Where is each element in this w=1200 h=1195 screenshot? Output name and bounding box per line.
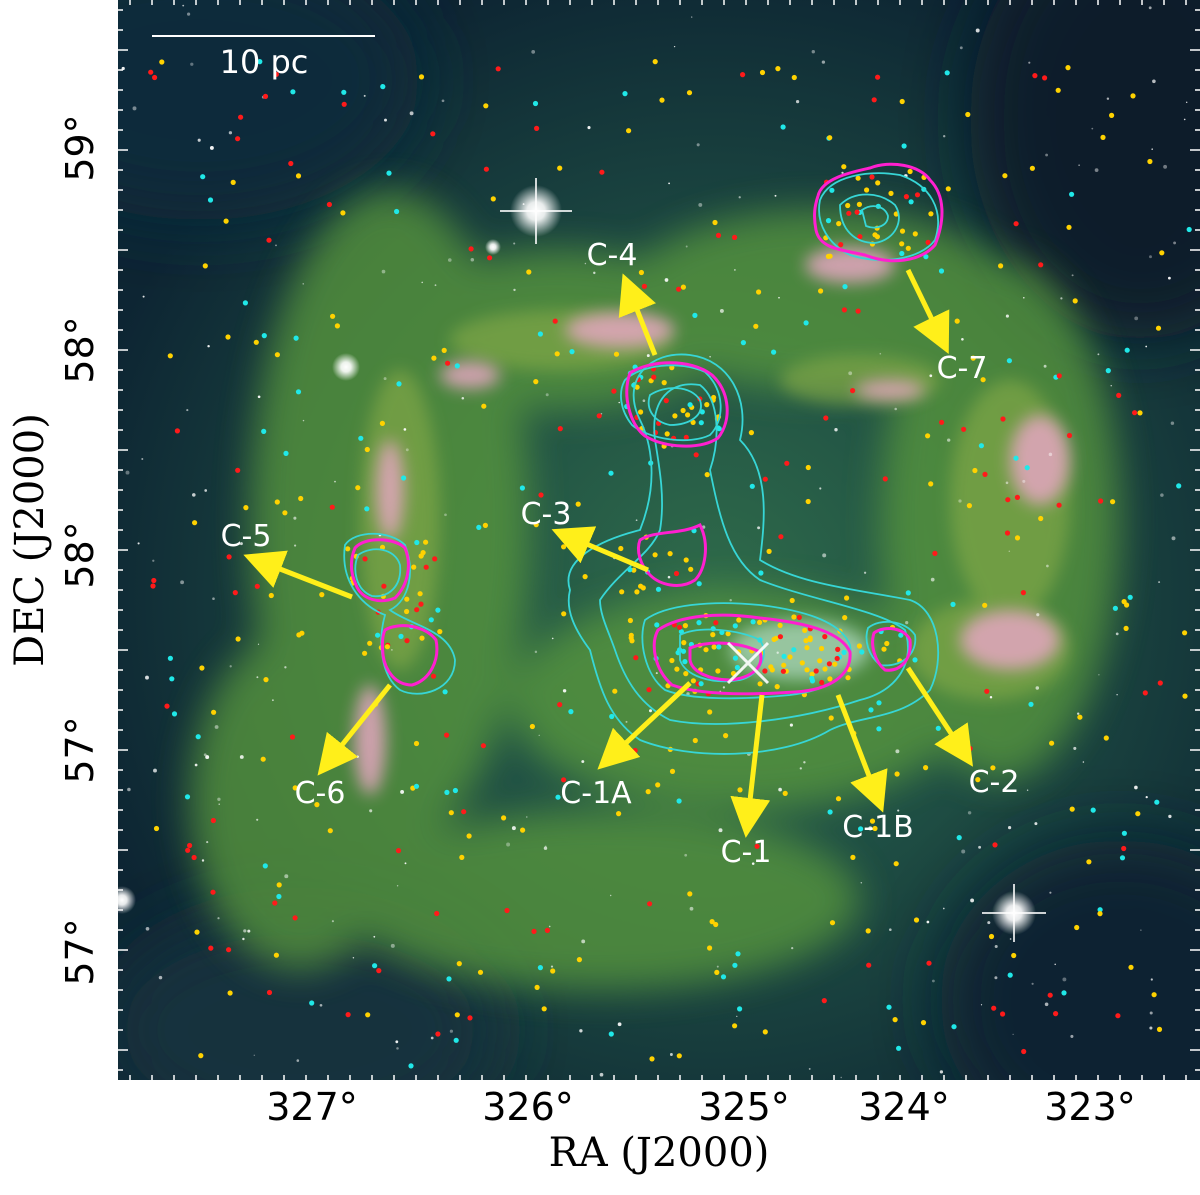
label-c6: C-6 <box>295 776 346 811</box>
arrow-c3 <box>551 526 649 573</box>
bright-stars <box>118 178 1046 942</box>
faint-stars <box>121 4 1188 1079</box>
label-c1b: C-1B <box>842 810 913 845</box>
label-c7: C-7 <box>937 351 988 386</box>
label-c4: C-4 <box>587 238 638 273</box>
y-tick-57-upper: 57° <box>58 716 102 784</box>
arrow-c5 <box>243 550 353 600</box>
y-axis-label: DEC (J2000) <box>7 413 53 667</box>
y-tick-58-upper: 58° <box>58 316 102 384</box>
x-tick-325: 325° <box>698 1085 790 1129</box>
y-tick-59: 59° <box>58 114 102 182</box>
arrow-c6 <box>317 683 392 776</box>
arrow-c1a <box>597 681 692 770</box>
arrow-c2 <box>905 666 973 767</box>
frame-ticks <box>118 0 1200 1080</box>
scale-bar-label: 10 pc <box>220 43 309 81</box>
arrow-c1b <box>835 694 888 813</box>
center-marker <box>726 641 770 685</box>
x-tick-323: 323° <box>1044 1085 1136 1129</box>
label-c1: C-1 <box>721 835 772 870</box>
y-tick-57-lower: 57° <box>58 918 102 986</box>
cluster-arrows <box>243 268 973 838</box>
x-tick-326: 326° <box>482 1085 574 1129</box>
arrow-c1 <box>730 694 771 838</box>
label-c5: C-5 <box>221 519 272 554</box>
label-c2: C-2 <box>969 765 1020 800</box>
y-tick-58-lower: 58° <box>58 521 102 589</box>
x-tick-324: 324° <box>858 1085 950 1129</box>
x-tick-327: 327° <box>266 1085 358 1129</box>
label-c3: C-3 <box>521 497 572 532</box>
x-axis-label: RA (J2000) <box>548 1130 770 1176</box>
arrow-c4 <box>618 273 658 356</box>
y-axis: DEC (J2000) <box>0 0 60 1080</box>
cluster-labels: C-4 C-7 C-3 C-5 C-6 C-1A C-1 C-1B C-2 <box>221 238 1020 870</box>
arrow-c7 <box>905 268 950 354</box>
label-c1a: C-1A <box>560 776 632 811</box>
image-area <box>118 0 1200 1080</box>
